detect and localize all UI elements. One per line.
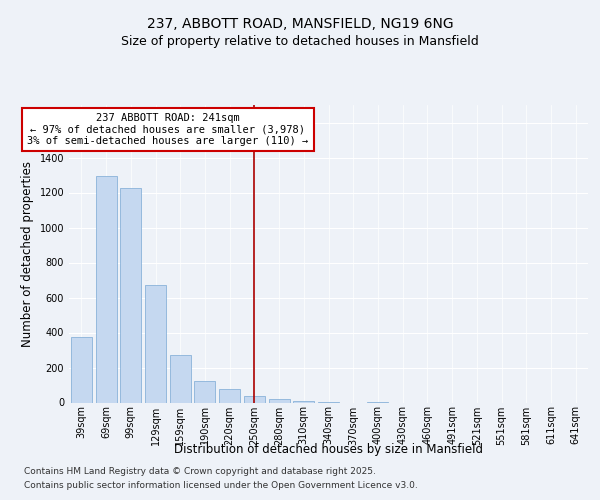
Text: Size of property relative to detached houses in Mansfield: Size of property relative to detached ho… <box>121 35 479 48</box>
Text: 237, ABBOTT ROAD, MANSFIELD, NG19 6NG: 237, ABBOTT ROAD, MANSFIELD, NG19 6NG <box>146 18 454 32</box>
Text: Contains public sector information licensed under the Open Government Licence v3: Contains public sector information licen… <box>24 481 418 490</box>
Bar <box>293 401 314 402</box>
Bar <box>194 380 215 402</box>
Bar <box>170 355 191 403</box>
Bar <box>71 337 92 402</box>
Text: Contains HM Land Registry data © Crown copyright and database right 2025.: Contains HM Land Registry data © Crown c… <box>24 468 376 476</box>
Text: Distribution of detached houses by size in Mansfield: Distribution of detached houses by size … <box>175 442 484 456</box>
Bar <box>269 399 290 402</box>
Bar <box>244 396 265 402</box>
Bar <box>219 390 240 402</box>
Bar <box>145 285 166 403</box>
Text: 237 ABBOTT ROAD: 241sqm
← 97% of detached houses are smaller (3,978)
3% of semi-: 237 ABBOTT ROAD: 241sqm ← 97% of detache… <box>27 113 308 146</box>
Y-axis label: Number of detached properties: Number of detached properties <box>21 161 34 347</box>
Bar <box>95 176 116 402</box>
Bar <box>120 188 141 402</box>
